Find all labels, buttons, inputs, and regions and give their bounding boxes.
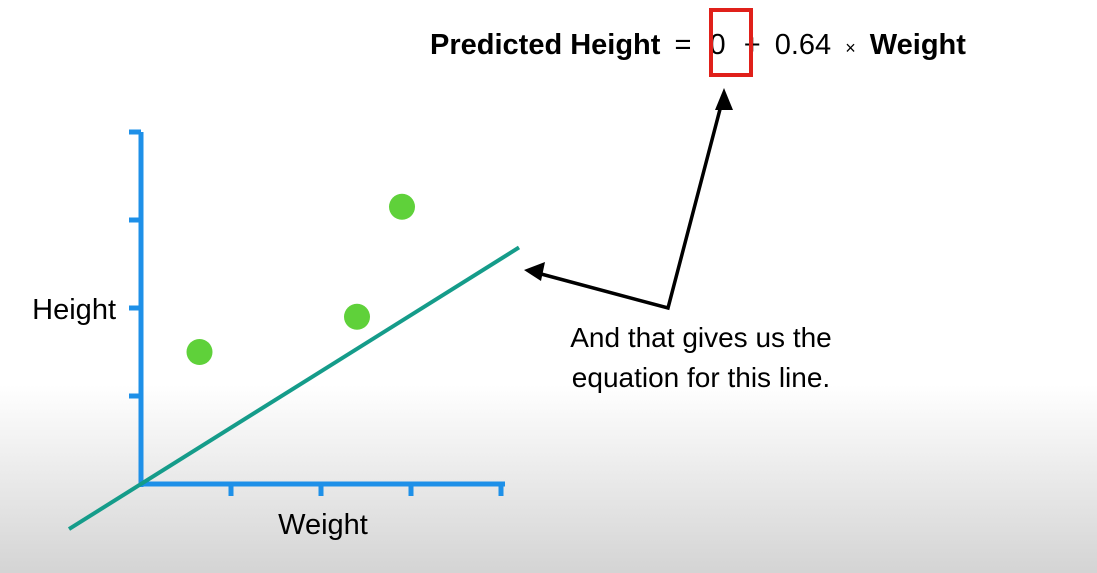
x-axis-label: Weight xyxy=(278,509,368,541)
data-point-3 xyxy=(389,193,415,220)
equation-equals: = xyxy=(675,29,692,61)
annotation-arrow-line xyxy=(529,93,726,311)
data-point-2 xyxy=(344,303,370,330)
equation-times: × xyxy=(845,38,856,58)
annotation-line-2: equation for this line. xyxy=(572,362,830,393)
arrowhead-up xyxy=(715,88,733,110)
y-axis-label: Height xyxy=(32,294,116,326)
equation-variable: Weight xyxy=(870,29,966,61)
equation-intercept: 0 xyxy=(710,29,726,61)
annotation-line-1: And that gives us the xyxy=(570,322,832,353)
equation-slope: 0.64 xyxy=(775,29,831,61)
equation-lhs: Predicted Height xyxy=(430,29,661,61)
intercept-highlight-box xyxy=(709,8,753,77)
annotation-arrows xyxy=(524,88,733,311)
arrowhead-left xyxy=(524,262,545,281)
x-axis-ticks xyxy=(228,484,504,496)
axes xyxy=(129,129,505,496)
data-point-1 xyxy=(186,339,213,365)
y-axis-ticks xyxy=(129,129,141,399)
regression-line xyxy=(67,245,521,531)
data-points xyxy=(186,193,415,365)
equation: Predicted Height = 0 + 0.64 × Weight xyxy=(430,29,966,61)
